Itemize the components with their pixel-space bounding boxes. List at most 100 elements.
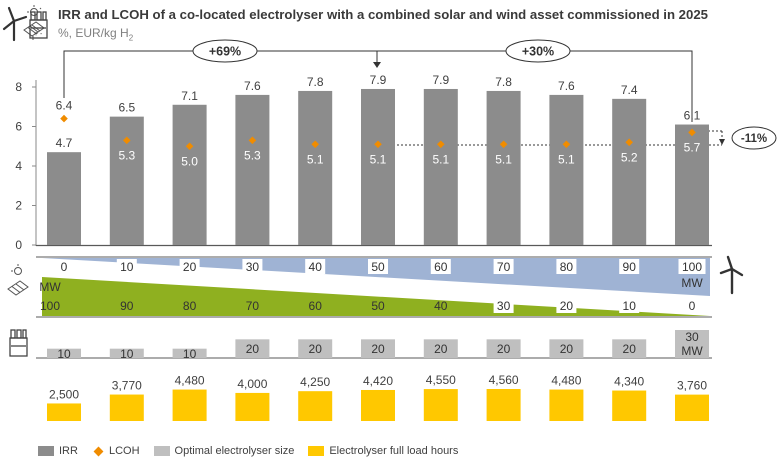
solar-label-box bbox=[619, 298, 640, 313]
size-bar bbox=[298, 339, 333, 358]
lcoh-point bbox=[123, 136, 131, 145]
hours-bar bbox=[612, 390, 647, 421]
irr-value-label: 6.1 bbox=[684, 109, 701, 123]
lcoh-point bbox=[311, 140, 319, 149]
wind-capacity-label: 90 bbox=[623, 260, 637, 274]
solar-capacity-label: 20 bbox=[560, 299, 574, 313]
legend-item-hours: Electrolyser full load hours bbox=[308, 445, 458, 457]
right-change-bubble bbox=[505, 39, 571, 63]
lcoh-value-label: 5.3 bbox=[118, 148, 135, 162]
wind-capacity-label: 60 bbox=[434, 260, 448, 274]
lcoh-change-arrowhead bbox=[719, 139, 725, 145]
wind-capacity-label: 50 bbox=[371, 260, 385, 274]
size-value-label: 10 bbox=[183, 347, 197, 361]
irr-value-label: 7.8 bbox=[495, 75, 512, 89]
solar-capacity-wedge bbox=[42, 277, 710, 316]
subtitle-text: %, EUR/kg H bbox=[58, 26, 129, 40]
size-value-label: 20 bbox=[371, 342, 385, 356]
irr-value-label: 7.4 bbox=[621, 83, 638, 97]
lcoh-change-bubble bbox=[731, 126, 777, 150]
hours-bar bbox=[109, 394, 144, 421]
lcoh-point bbox=[688, 128, 696, 137]
size-value-label: 20 bbox=[560, 342, 574, 356]
wind-unit-label: MW bbox=[681, 276, 703, 290]
y-tick-label: 0 bbox=[15, 238, 22, 252]
hours-bar bbox=[361, 389, 395, 421]
lcoh-point bbox=[625, 138, 633, 147]
legend-item-irr: IRR bbox=[38, 445, 78, 457]
hours-value-label: 4,480 bbox=[175, 374, 205, 388]
chart-title: IRR and LCOH of a co-located electrolyse… bbox=[58, 7, 709, 22]
lcoh-value-label: 5.7 bbox=[684, 140, 701, 154]
hours-bar bbox=[47, 403, 81, 421]
wind-label-box bbox=[242, 259, 263, 274]
wind-label-box bbox=[678, 259, 706, 274]
legend-swatch-irr bbox=[38, 446, 54, 456]
hours-bar bbox=[486, 389, 521, 421]
lcoh-value-label: 6.4 bbox=[56, 99, 73, 113]
solar-capacity-label: 70 bbox=[246, 299, 260, 313]
irr-value-label: 7.9 bbox=[432, 73, 449, 87]
lcoh-point bbox=[60, 114, 68, 123]
irr-bar bbox=[549, 94, 584, 246]
svg-text:+ -: + - bbox=[34, 31, 43, 38]
irr-bar bbox=[675, 124, 709, 245]
lcoh-value-label: 5.1 bbox=[307, 152, 324, 166]
lcoh-value-label: 5.1 bbox=[432, 152, 449, 166]
y-tick-label: 8 bbox=[15, 80, 22, 94]
legend-marker-lcoh bbox=[93, 446, 104, 456]
chart-subtitle: %, EUR/kg H2 bbox=[58, 26, 133, 42]
hours-value-label: 4,420 bbox=[363, 374, 393, 388]
size-value-label: 30 bbox=[685, 330, 699, 344]
wind-label-box bbox=[116, 259, 137, 274]
hours-bar bbox=[298, 391, 333, 421]
wind-label-box bbox=[619, 259, 640, 274]
hours-bar bbox=[235, 392, 270, 421]
hours-value-label: 3,760 bbox=[677, 379, 707, 393]
lcoh-point bbox=[185, 142, 194, 151]
solar-label-box bbox=[685, 298, 699, 313]
legend-label-irr: IRR bbox=[59, 445, 78, 457]
size-value-label: 20 bbox=[309, 342, 323, 356]
size-value-label: 20 bbox=[623, 342, 637, 356]
irr-value-label: 7.6 bbox=[558, 79, 575, 93]
irr-value-label: 7.9 bbox=[370, 73, 387, 87]
hours-value-label: 4,550 bbox=[426, 373, 456, 387]
left-change-label: +69% bbox=[209, 45, 241, 59]
hours-bar bbox=[172, 389, 207, 421]
legend-item-size: Optimal electrolyser size bbox=[153, 445, 294, 457]
lcoh-value-label: 5.1 bbox=[558, 152, 575, 166]
lcoh-point bbox=[499, 140, 508, 149]
legend-label-lcoh: LCOH bbox=[108, 445, 140, 457]
solar-capacity-label: 0 bbox=[689, 299, 696, 313]
wind-label-box bbox=[305, 259, 326, 274]
y-tick-label: 2 bbox=[15, 199, 22, 213]
y-tick-label: 4 bbox=[15, 159, 22, 173]
legend-label-hours: Electrolyser full load hours bbox=[329, 445, 459, 457]
irr-value-label: 4.7 bbox=[56, 136, 73, 150]
irr-bar bbox=[361, 88, 395, 245]
lcoh-point bbox=[248, 136, 257, 145]
size-bar bbox=[612, 339, 647, 358]
hours-bar bbox=[675, 394, 709, 421]
wind-capacity-label: 70 bbox=[497, 260, 511, 274]
solar-capacity-label: 40 bbox=[434, 299, 448, 313]
wind-label-box bbox=[430, 259, 451, 274]
solar-capacity-label: 30 bbox=[497, 299, 511, 313]
size-bar bbox=[361, 339, 395, 358]
legend-swatch-hours bbox=[308, 446, 325, 456]
irr-bar bbox=[109, 116, 144, 245]
wind-capacity-label: 100 bbox=[682, 260, 702, 274]
wind-turbine-icon bbox=[719, 255, 744, 295]
wind-label-box bbox=[368, 259, 388, 274]
hours-value-label: 4,250 bbox=[300, 375, 330, 389]
hours-value-label: 4,560 bbox=[489, 373, 519, 387]
hours-value-label: 2,500 bbox=[49, 387, 79, 401]
hours-bar bbox=[423, 389, 458, 421]
irr-value-label: 7.8 bbox=[307, 75, 324, 89]
lcoh-value-label: 5.3 bbox=[244, 148, 261, 162]
right-change-label: +30% bbox=[522, 45, 554, 59]
irr-bar bbox=[47, 152, 81, 245]
hours-value-label: 4,000 bbox=[237, 377, 267, 391]
